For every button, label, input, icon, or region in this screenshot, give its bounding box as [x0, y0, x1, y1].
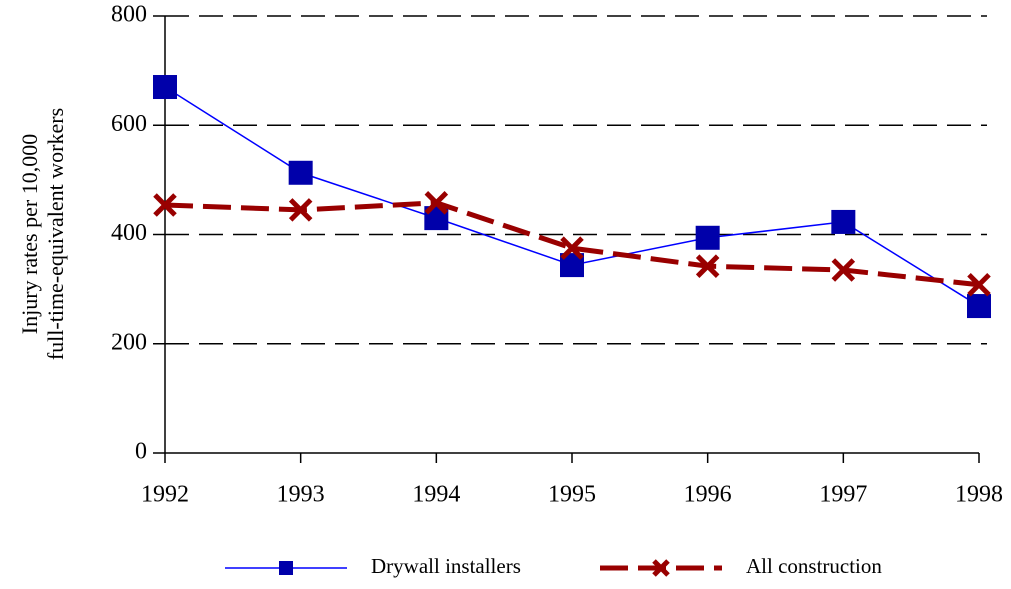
x-tick-label: 1998 [955, 482, 1003, 508]
x-tick-label: 1992 [141, 482, 189, 508]
x-tick-label: 1996 [684, 482, 732, 508]
marker [831, 258, 856, 282]
y-tick-label: 800 [111, 2, 147, 28]
legend-label: Drywall installers [371, 554, 521, 578]
marker [288, 160, 313, 185]
marker [288, 198, 313, 222]
y-tick-label: 200 [111, 329, 147, 355]
marker [424, 191, 449, 215]
marker [153, 193, 177, 217]
y-tick-label: 600 [111, 111, 147, 137]
marker [967, 272, 991, 297]
marker [695, 254, 720, 278]
legend-marker [652, 559, 670, 577]
x-tick-label: 1995 [548, 482, 596, 508]
y-tick-label: 0 [135, 439, 147, 465]
y-axis-label-line: full-time-equivalent workers [43, 108, 68, 360]
marker [695, 225, 720, 250]
x-tick-label: 1994 [412, 482, 460, 508]
marker [831, 209, 856, 234]
marker [153, 75, 177, 100]
y-axis-label-line: Injury rates per 10,000 [17, 134, 42, 334]
x-tick-label: 1997 [819, 482, 867, 508]
legend-label: All construction [746, 554, 882, 578]
y-axis-label: Injury rates per 10,000 full-time-equiva… [17, 108, 68, 360]
marker [560, 236, 584, 260]
legend-marker [279, 561, 293, 575]
x-tick-label: 1993 [277, 482, 325, 508]
y-tick-label: 400 [111, 220, 147, 246]
marker [967, 294, 991, 319]
